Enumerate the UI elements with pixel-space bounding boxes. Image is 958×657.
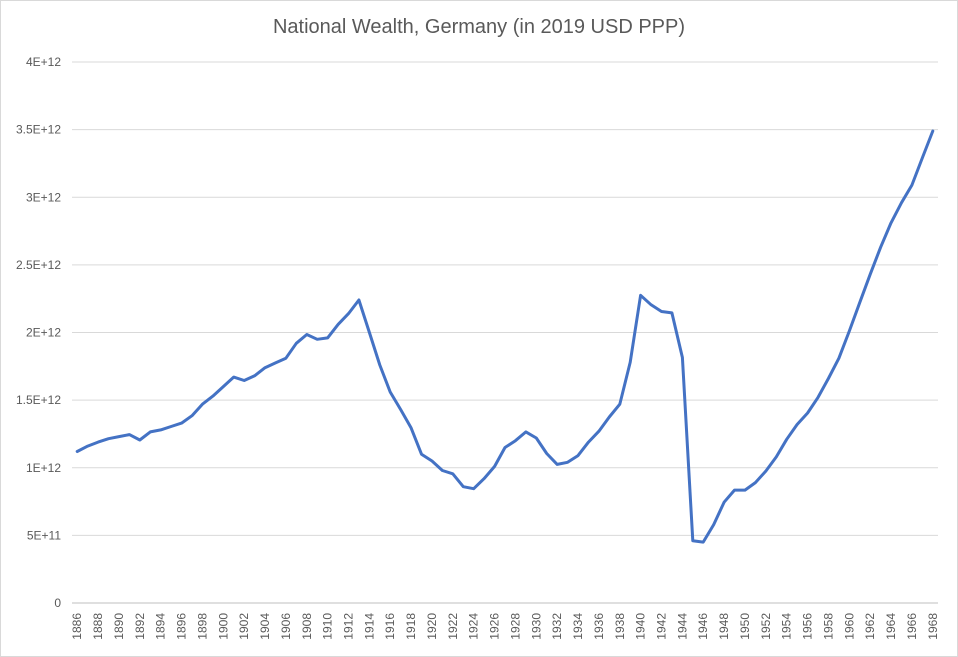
gridlines	[72, 61, 938, 536]
x-tick-label: 1928	[508, 613, 522, 640]
chart-title: National Wealth, Germany (in 2019 USD PP…	[272, 16, 686, 38]
x-tick-label: 1896	[175, 613, 189, 640]
y-tick-label: 4E+12	[26, 55, 61, 69]
x-tick-label: 1940	[634, 613, 648, 640]
x-tick-label: 1906	[279, 613, 293, 640]
x-tick-label: 1894	[154, 613, 168, 640]
x-tick-label: 1934	[571, 613, 585, 640]
x-tick-label: 1908	[300, 613, 314, 640]
x-tick-label: 1936	[592, 613, 606, 640]
x-tick-label: 1890	[112, 613, 126, 640]
x-tick-label: 1886	[70, 613, 84, 640]
x-tick-label: 1968	[926, 613, 940, 640]
x-tick-label: 1912	[341, 613, 355, 640]
x-tick-label: 1898	[195, 613, 209, 640]
x-tick-label: 1892	[133, 613, 147, 640]
x-tick-label: 1932	[550, 613, 564, 640]
x-tick-label: 1924	[467, 613, 481, 640]
x-tick-label: 1952	[759, 613, 773, 640]
y-tick-label: 3E+12	[26, 190, 61, 204]
x-tick-label: 1914	[362, 613, 376, 640]
x-tick-label: 1916	[383, 613, 397, 640]
x-tick-label: 1954	[780, 613, 794, 640]
x-tick-label: 1950	[738, 613, 752, 640]
x-tick-label: 1966	[905, 613, 919, 640]
x-tick-label: 1964	[884, 613, 898, 640]
y-tick-label: 3.5E+12	[16, 123, 61, 137]
y-tick-label: 5E+11	[27, 528, 61, 542]
x-tick-label: 1960	[842, 613, 856, 640]
x-tick-label: 1910	[321, 613, 335, 640]
y-tick-label: 1E+12	[26, 461, 61, 475]
x-tick-label: 1942	[655, 613, 669, 640]
x-tick-label: 1920	[425, 613, 439, 640]
x-tick-label: 1944	[675, 613, 689, 640]
x-tick-label: 1904	[258, 613, 272, 640]
x-tick-label: 1922	[446, 613, 460, 640]
series-line	[75, 129, 935, 544]
x-axis-ticks: 1886 1888 1890 1892 1894 1896 1898 1900 1902 1904…	[70, 613, 940, 640]
series-layer	[75, 129, 935, 544]
y-tick-label: 2.5E+12	[16, 258, 61, 272]
x-tick-label: 1938	[613, 613, 627, 640]
x-tick-label: 1962	[863, 613, 877, 640]
y-tick-label: 2E+12	[26, 326, 61, 340]
y-tick-label: 0	[54, 596, 61, 610]
x-tick-label: 1918	[404, 613, 418, 640]
x-tick-label: 1956	[801, 613, 815, 640]
x-tick-label: 1948	[717, 613, 731, 640]
x-tick-label: 1946	[696, 613, 710, 640]
x-tick-label: 1926	[488, 613, 502, 640]
x-tick-label: 1958	[821, 613, 835, 640]
x-tick-label: 1888	[91, 613, 105, 640]
x-tick-label: 1900	[216, 613, 230, 640]
y-axis-ticks: 0 5E+11 1E+12 1.5E+12 2E+12 2.5E+12 3E+12 3.5E+…	[16, 55, 61, 610]
y-tick-label: 1.5E+12	[16, 393, 61, 407]
x-tick-label: 1902	[237, 613, 251, 640]
x-tick-label: 1930	[529, 613, 543, 640]
